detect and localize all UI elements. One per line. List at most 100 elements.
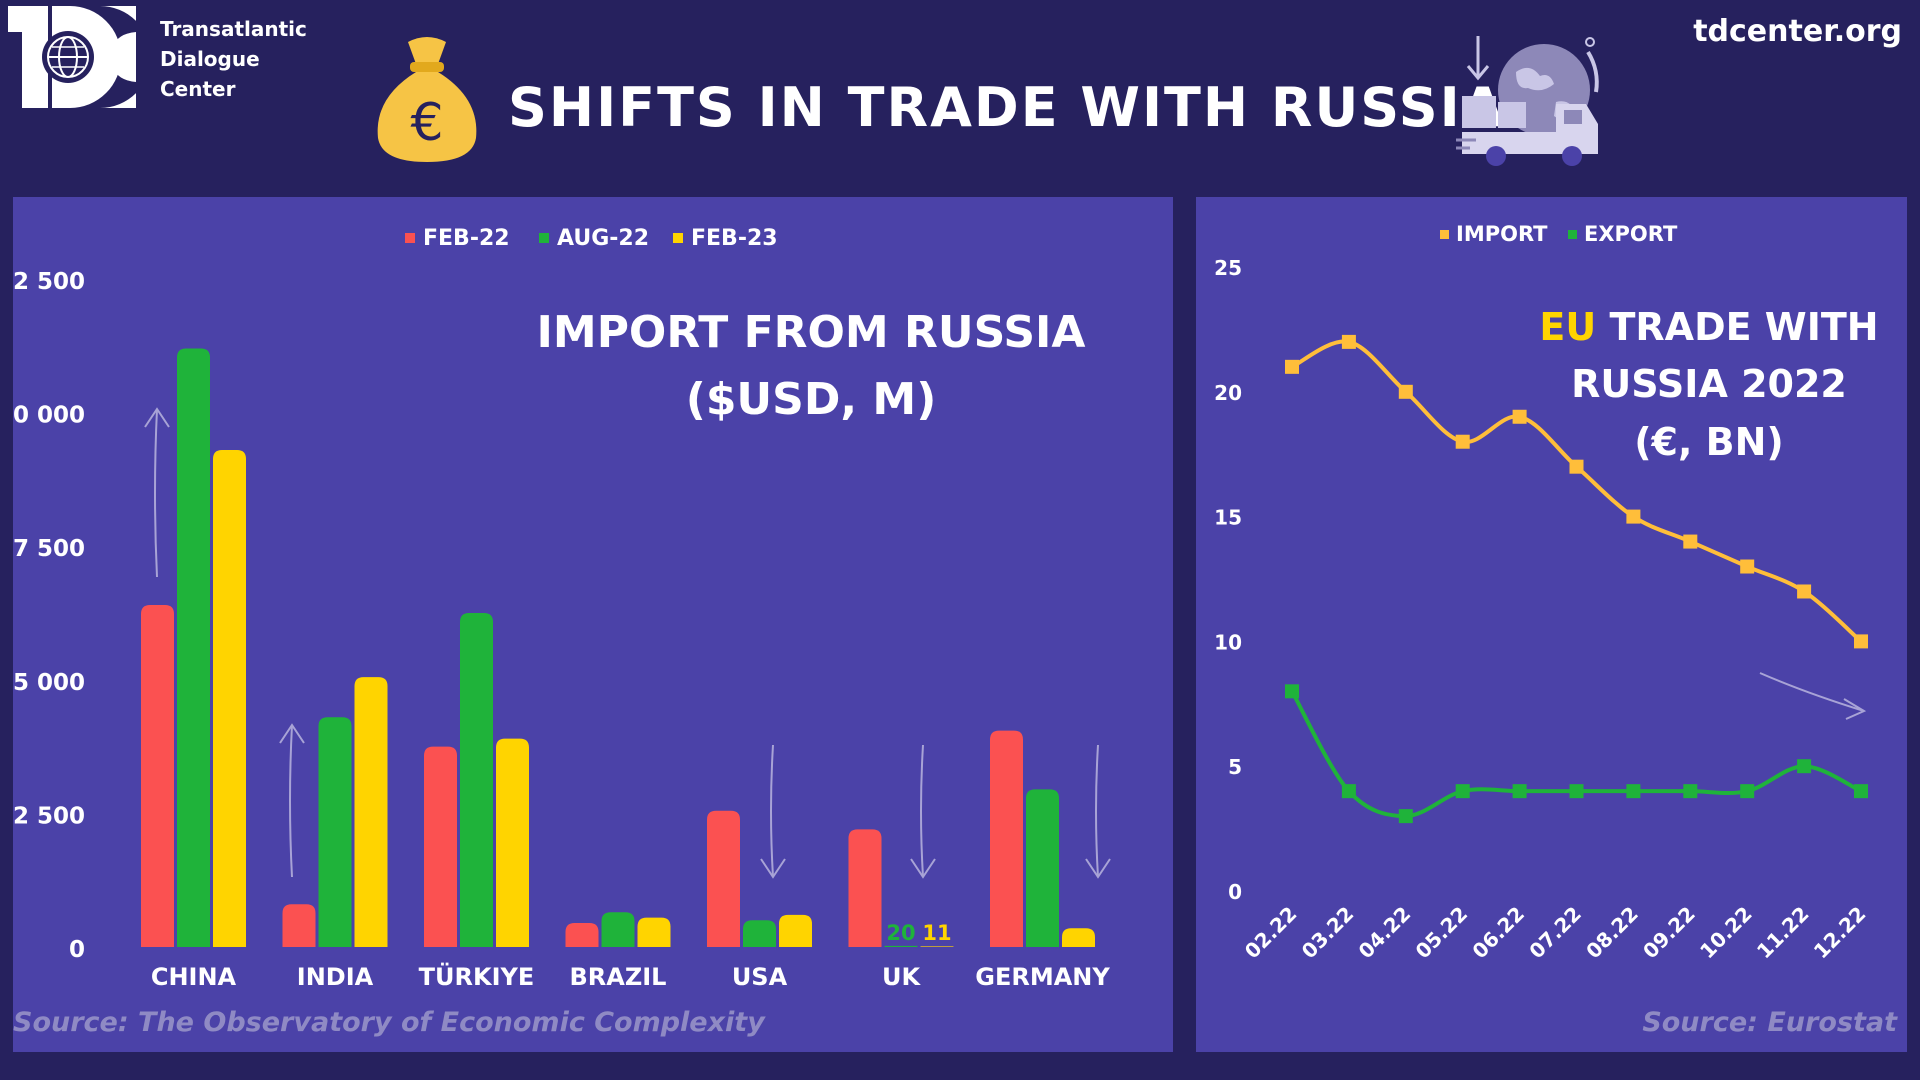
bar <box>565 922 599 947</box>
series-point <box>1740 784 1755 799</box>
y-tick-label: 2 500 <box>13 803 85 829</box>
series-point <box>1341 784 1356 799</box>
legend-label: IMPORT <box>1456 222 1548 246</box>
bar <box>460 613 493 947</box>
series-point <box>1285 359 1299 374</box>
series-point <box>1285 684 1299 699</box>
y-tick-label: 0 <box>69 937 85 963</box>
money-bag-icon: € <box>377 37 477 162</box>
series-point <box>1512 784 1527 799</box>
line-chart-title-line2: RUSSIA 2022 <box>1571 362 1847 406</box>
bar <box>990 730 1023 947</box>
x-tick-label: 07.22 <box>1524 902 1586 964</box>
org-name: Transatlantic Dialogue Center <box>160 14 307 104</box>
y-tick-label: 15 <box>1214 506 1242 530</box>
data-label: 11 <box>922 921 951 945</box>
legend-swatch <box>1440 230 1449 239</box>
tdc-logo <box>8 6 136 108</box>
series-point <box>1455 784 1470 799</box>
trend-arrow <box>1759 672 1867 720</box>
legend-swatch <box>673 233 683 243</box>
bar <box>177 348 210 947</box>
category-label: INDIA <box>297 963 374 991</box>
series-point <box>1740 559 1755 574</box>
bar-chart-panel: 0 2 500 5 000 7 500 10 000 12 500 FEB-22 AUG-22… <box>0 197 1173 1052</box>
legend-label: FEB-23 <box>691 226 778 251</box>
category-label: BRAZIL <box>570 963 667 991</box>
trend-arrow <box>1085 744 1111 879</box>
bar <box>1026 789 1059 947</box>
legend-swatch <box>1568 230 1577 239</box>
bar <box>496 738 529 947</box>
legend-swatch <box>405 233 415 243</box>
series-point <box>1797 584 1812 599</box>
x-tick-label: 05.22 <box>1411 902 1473 964</box>
series-point <box>1854 784 1868 799</box>
site-link[interactable]: tdcenter.org <box>1693 14 1902 49</box>
series-point <box>1626 509 1641 524</box>
line-chart-title: EU TRADE WITH <box>1539 305 1878 349</box>
trend-arrow <box>279 723 305 878</box>
legend-label: AUG-22 <box>557 226 649 251</box>
category-label: USA <box>732 963 788 991</box>
category-label: UK <box>882 963 921 991</box>
category-label: TÜRKIYE <box>419 961 535 991</box>
series-point <box>1398 809 1413 824</box>
org-name-line: Transatlantic <box>160 17 307 41</box>
series-point <box>1341 334 1356 349</box>
data-label: 20 <box>886 921 915 945</box>
bar <box>354 677 388 947</box>
x-tick-label: 09.22 <box>1638 902 1700 964</box>
line-chart: 0 5 10 15 20 25 IMPORT EXPORT EU TRADE WITH RUSSI… <box>1214 222 1878 964</box>
y-tick-label: 5 <box>1228 755 1242 779</box>
category-label: CHINA <box>151 963 237 991</box>
org-name-line: Dialogue <box>160 47 260 71</box>
bar <box>213 450 246 947</box>
globe-truck-icon <box>1456 36 1599 166</box>
line-chart-panel: 0 5 10 15 20 25 IMPORT EXPORT EU TRADE WITH RUSSI… <box>1196 197 1907 1052</box>
x-tick-label: 02.22 <box>1240 902 1302 964</box>
bar <box>1062 928 1095 947</box>
x-tick-label: 10.22 <box>1695 902 1757 964</box>
bar <box>707 810 740 947</box>
x-tick-label: 12.22 <box>1809 902 1871 964</box>
x-tick-label: 11.22 <box>1752 902 1814 964</box>
page-title: SHIFTS IN TRADE WITH RUSSIA <box>508 76 1506 139</box>
bar-chart-subtitle: ($USD, M) <box>686 374 937 425</box>
bar <box>282 904 316 947</box>
series-point <box>1626 784 1641 799</box>
y-tick-label: 5 000 <box>13 670 85 696</box>
bar <box>601 912 635 947</box>
x-tick-label: 04.22 <box>1354 902 1416 964</box>
bar-chart-title: IMPORT FROM RUSSIA <box>537 307 1086 358</box>
bar <box>779 914 812 947</box>
legend-label: EXPORT <box>1584 222 1678 246</box>
bar <box>743 920 776 947</box>
trend-arrow <box>910 744 936 879</box>
bar <box>920 946 954 947</box>
series-point <box>1854 634 1868 649</box>
bar <box>848 829 882 947</box>
series-point <box>1569 459 1584 474</box>
legend-swatch <box>539 233 549 243</box>
org-name-line: Center <box>160 77 236 101</box>
x-tick-label: 06.22 <box>1467 902 1529 964</box>
bar <box>424 746 457 947</box>
legend-label: FEB-22 <box>423 226 510 251</box>
y-tick-label: 20 <box>1214 381 1242 405</box>
x-tick-label: 03.22 <box>1297 902 1359 964</box>
trend-arrow <box>144 407 170 578</box>
bar <box>637 917 671 947</box>
category-label: GERMANY <box>975 963 1110 991</box>
bar-chart: 0 2 500 5 000 7 500 10 000 12 500 FEB-22 AUG-22… <box>0 226 1111 991</box>
line-chart-source: Source: Eurostat <box>1642 1007 1897 1038</box>
y-tick-label: 12 500 <box>13 269 85 295</box>
series-point <box>1683 534 1698 549</box>
bar <box>318 717 352 947</box>
bar <box>884 945 918 947</box>
y-tick-label: 10 <box>1214 630 1242 654</box>
y-tick-label: 25 <box>1214 256 1242 280</box>
series-point <box>1398 384 1413 399</box>
x-tick-label: 08.22 <box>1581 902 1643 964</box>
series-point <box>1512 409 1527 424</box>
